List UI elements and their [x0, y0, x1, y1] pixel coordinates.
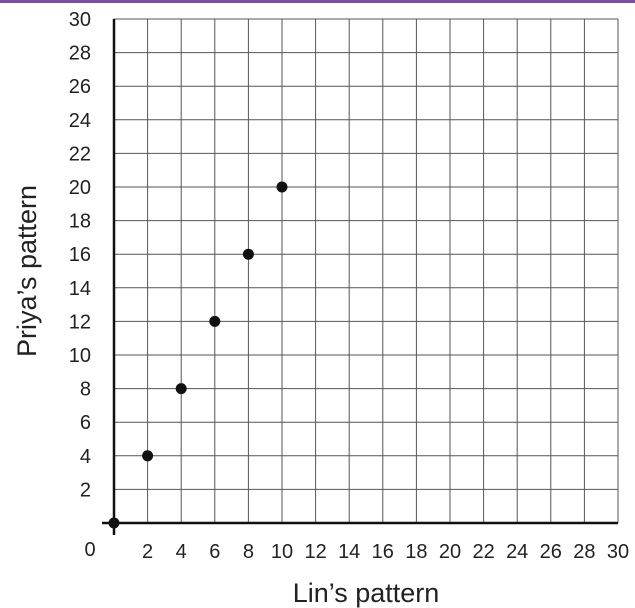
y-tick-label: 20 — [69, 177, 91, 199]
x-tick-label: 24 — [506, 541, 528, 563]
x-tick-label: 2 — [142, 541, 153, 563]
x-tick-label: 10 — [271, 541, 293, 563]
x-tick-label: 8 — [243, 541, 254, 563]
data-point — [276, 181, 288, 193]
y-tick-label: 2 — [80, 479, 91, 501]
y-tick-label: 4 — [80, 446, 91, 468]
y-tick-label: 16 — [69, 244, 91, 266]
x-tick-label: 20 — [439, 541, 461, 563]
top-accent-bar — [0, 0, 635, 3]
origin-label: 0 — [84, 539, 95, 561]
data-point — [142, 450, 154, 462]
y-tick-label: 24 — [69, 110, 91, 132]
y-tick-label: 14 — [69, 278, 91, 300]
x-tick-labels: 2 4 6 8 10 12 14 16 18 20 22 24 26 28 30 — [142, 541, 629, 563]
x-tick-label: 14 — [338, 541, 360, 563]
x-tick-label: 12 — [304, 541, 326, 563]
data-point — [108, 517, 120, 529]
data-point — [175, 383, 187, 395]
y-tick-label: 28 — [69, 43, 91, 65]
data-points — [108, 181, 288, 529]
y-tick-label: 22 — [69, 143, 91, 165]
x-tick-label: 28 — [573, 541, 595, 563]
data-point — [209, 315, 221, 327]
x-tick-label: 6 — [209, 541, 220, 563]
x-tick-label: 26 — [540, 541, 562, 563]
x-tick-label: 18 — [405, 541, 427, 563]
x-tick-label: 22 — [472, 541, 494, 563]
y-tick-label: 30 — [69, 9, 91, 31]
x-axis-title: Lin’s pattern — [293, 578, 440, 608]
y-tick-label: 12 — [69, 311, 91, 333]
axes — [102, 19, 618, 535]
y-tick-label: 26 — [69, 76, 91, 98]
x-tick-label: 16 — [372, 541, 394, 563]
data-point — [242, 248, 254, 260]
y-axis-title: Priya’s pattern — [12, 185, 42, 357]
y-tick-label: 6 — [80, 412, 91, 434]
y-tick-label: 8 — [80, 379, 91, 401]
x-tick-label: 4 — [176, 541, 187, 563]
x-tick-label: 30 — [607, 541, 629, 563]
y-tick-label: 18 — [69, 211, 91, 233]
grid-lines — [114, 18, 619, 523]
y-tick-label: 10 — [69, 345, 91, 367]
